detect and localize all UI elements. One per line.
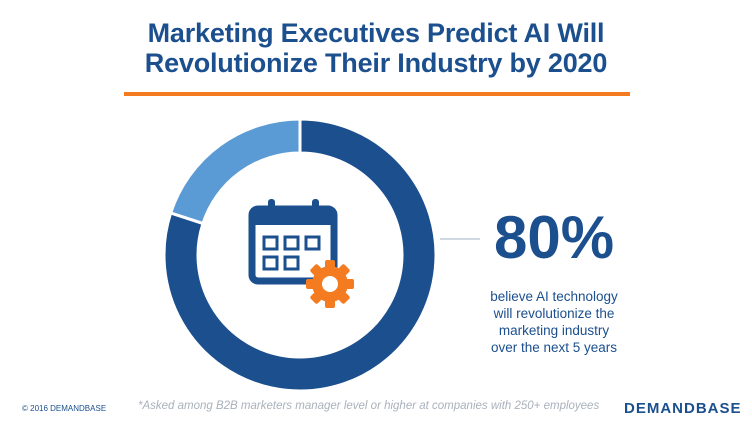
donut-slices: [162, 117, 438, 393]
calendar-icon: [248, 199, 338, 285]
stat-connector-line: [440, 238, 480, 240]
page-title: Marketing Executives Predict AI Will Rev…: [0, 18, 752, 78]
stat-caption-line: will revolutionize the: [493, 306, 615, 321]
stat-caption-line: over the next 5 years: [490, 340, 618, 355]
title-line-1: Marketing Executives Predict AI Will: [147, 18, 605, 48]
stat-caption-line: believe AI technology: [490, 289, 618, 304]
title-line-2: Revolutionize Their Industry by 2020: [144, 48, 608, 78]
donut-slice-80: [162, 117, 438, 393]
stat-caption: believe AI technology will revolutionize…: [468, 288, 640, 356]
brand-logo: DEMANDBASE: [624, 400, 742, 417]
copyright: © 2016 DEMANDBASE: [22, 404, 107, 413]
gear-icon: [306, 260, 354, 308]
stat-caption-line: marketing industry: [498, 323, 610, 338]
stat-value: 80%: [493, 204, 615, 271]
donut-chart: [162, 117, 438, 393]
footnote: *Asked among B2B marketers manager level…: [138, 400, 600, 412]
title-underline: [124, 92, 630, 96]
donut-slice-20: [168, 117, 302, 226]
